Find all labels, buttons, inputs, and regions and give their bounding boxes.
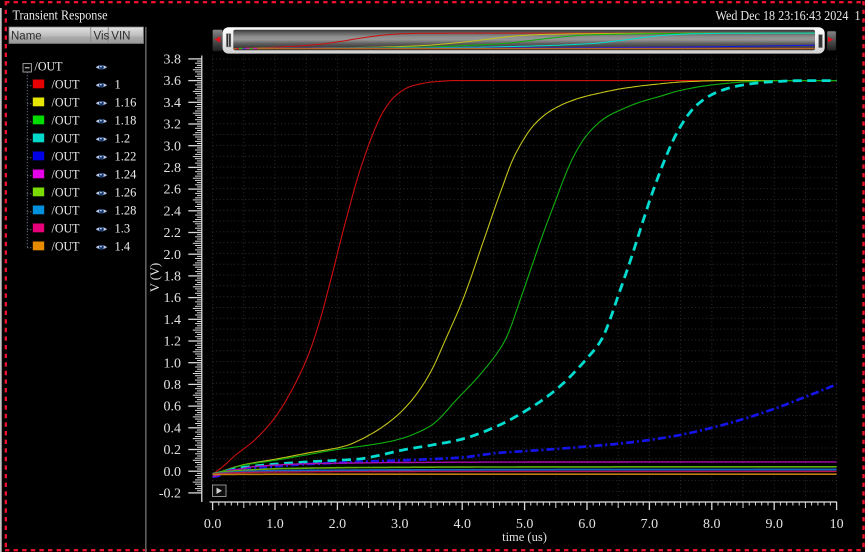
svg-text:0.0: 0.0 bbox=[164, 465, 182, 480]
svg-text:1.26: 1.26 bbox=[115, 186, 137, 200]
svg-text:0.0: 0.0 bbox=[204, 517, 222, 532]
svg-text:1.6: 1.6 bbox=[164, 291, 182, 306]
svg-text:1.3: 1.3 bbox=[115, 222, 131, 236]
svg-text:1: 1 bbox=[115, 78, 121, 92]
svg-text:10: 10 bbox=[830, 517, 844, 532]
svg-text:2.0: 2.0 bbox=[329, 517, 347, 532]
svg-text:Wed Dec 18 23:16:43 2024 1: Wed Dec 18 23:16:43 2024 1 bbox=[716, 9, 861, 24]
svg-text:1.8: 1.8 bbox=[164, 270, 182, 285]
svg-text:7.0: 7.0 bbox=[641, 517, 659, 532]
svg-text:3.6: 3.6 bbox=[164, 74, 182, 89]
svg-text:Name: Name bbox=[11, 30, 42, 42]
svg-text:-0.2: -0.2 bbox=[159, 487, 181, 502]
svg-text:1.2: 1.2 bbox=[164, 335, 182, 350]
svg-text:V (V): V (V) bbox=[148, 263, 162, 292]
svg-text:/OUT: /OUT bbox=[52, 222, 80, 236]
svg-text:1.2: 1.2 bbox=[115, 132, 131, 146]
svg-text:/OUT: /OUT bbox=[52, 96, 80, 110]
svg-text:2.4: 2.4 bbox=[164, 204, 182, 219]
svg-text:/OUT: /OUT bbox=[35, 60, 63, 74]
svg-text:/OUT: /OUT bbox=[52, 186, 80, 200]
svg-text:1.22: 1.22 bbox=[115, 150, 137, 164]
svg-text:8.0: 8.0 bbox=[703, 517, 721, 532]
svg-text:1.4: 1.4 bbox=[164, 313, 182, 328]
svg-text:1.18: 1.18 bbox=[115, 114, 137, 128]
svg-text:0.2: 0.2 bbox=[164, 443, 182, 458]
svg-text:3.0: 3.0 bbox=[391, 517, 409, 532]
svg-text:2.2: 2.2 bbox=[164, 226, 182, 241]
svg-text:1.0: 1.0 bbox=[164, 356, 182, 371]
svg-text:1.24: 1.24 bbox=[115, 168, 138, 182]
svg-text:9.0: 9.0 bbox=[765, 517, 783, 532]
svg-text:3.4: 3.4 bbox=[164, 96, 182, 111]
svg-text:/OUT: /OUT bbox=[52, 132, 80, 146]
svg-text:0.8: 0.8 bbox=[164, 378, 182, 393]
svg-text:4.0: 4.0 bbox=[453, 517, 471, 532]
svg-text:1.0: 1.0 bbox=[266, 517, 284, 532]
svg-text:0.6: 0.6 bbox=[164, 400, 182, 415]
svg-text:/OUT: /OUT bbox=[52, 150, 80, 164]
svg-text:time (us): time (us) bbox=[502, 530, 547, 544]
svg-text:2.8: 2.8 bbox=[164, 161, 182, 176]
svg-text:1.16: 1.16 bbox=[115, 96, 137, 110]
svg-text:/OUT: /OUT bbox=[52, 204, 80, 218]
svg-text:1.4: 1.4 bbox=[115, 240, 131, 254]
svg-text:3.2: 3.2 bbox=[164, 118, 182, 133]
svg-text:VIN: VIN bbox=[111, 30, 130, 42]
svg-text:6.0: 6.0 bbox=[578, 517, 596, 532]
svg-text:Transient Response: Transient Response bbox=[13, 8, 108, 23]
svg-text:/OUT: /OUT bbox=[52, 114, 80, 128]
svg-text:5.0: 5.0 bbox=[516, 517, 534, 532]
svg-text:Vis: Vis bbox=[94, 30, 110, 42]
svg-text:0.4: 0.4 bbox=[164, 421, 182, 436]
svg-text:/OUT: /OUT bbox=[52, 78, 80, 92]
svg-text:3.0: 3.0 bbox=[164, 139, 182, 154]
svg-text:/OUT: /OUT bbox=[52, 240, 80, 254]
svg-text:2.6: 2.6 bbox=[164, 183, 182, 198]
svg-text:1.28: 1.28 bbox=[115, 204, 137, 218]
svg-text:/OUT: /OUT bbox=[52, 168, 80, 182]
svg-text:2.0: 2.0 bbox=[164, 248, 182, 263]
svg-text:3.8: 3.8 bbox=[164, 53, 182, 68]
